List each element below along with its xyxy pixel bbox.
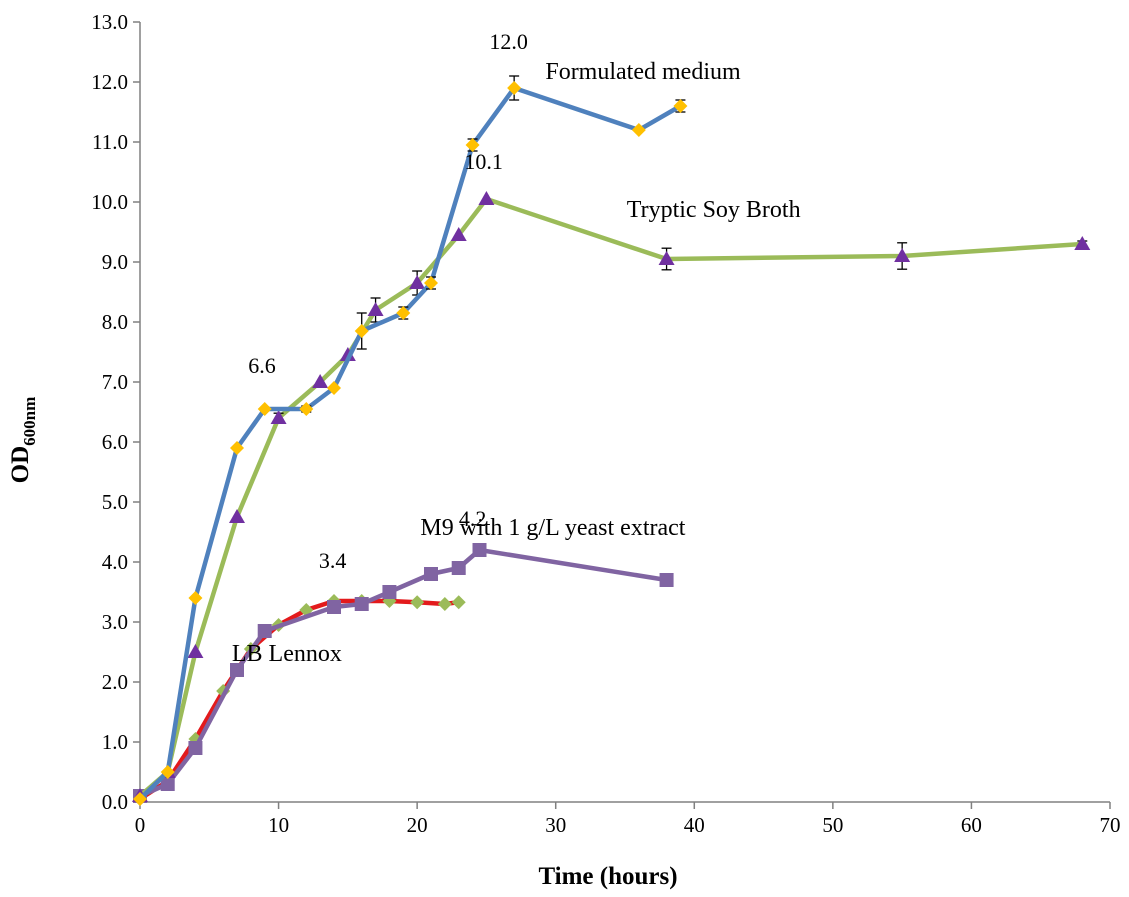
y-tick-label: 11.0 [92, 130, 128, 154]
series-label-m9-with-1-g-l-yeast-extract: M9 with 1 g/L yeast extract [420, 515, 685, 541]
y-tick-label: 6.0 [102, 430, 128, 454]
data-point-formulated-medium [354, 324, 369, 338]
data-point-tryptic-soy-broth [312, 374, 329, 388]
y-axis-title-main: OD [7, 446, 34, 484]
y-tick-label: 2.0 [102, 670, 128, 694]
y-tick-label: 13.0 [91, 10, 128, 34]
series-line-lb-lennox [138, 598, 460, 801]
data-point-tryptic-soy-broth [658, 251, 675, 265]
y-tick-label: 8.0 [102, 310, 128, 334]
data-point-formulated-medium [299, 402, 314, 416]
data-point-m9-with-1-g-l-yeast-extract [257, 624, 272, 638]
data-label-annotation: 12.0 [489, 29, 528, 54]
data-point-m9-with-1-g-l-yeast-extract [230, 663, 244, 677]
x-tick-label: 30 [545, 813, 566, 837]
data-point-tryptic-soy-broth [367, 302, 384, 316]
data-point-formulated-medium [188, 591, 203, 605]
x-tick-label: 50 [822, 813, 843, 837]
x-tick-label: 0 [135, 813, 146, 837]
x-tick-label: 20 [407, 813, 428, 837]
data-point-tryptic-soy-broth [409, 275, 426, 289]
chart-series [132, 75, 1091, 806]
data-label-annotation: 4.2 [459, 506, 487, 531]
data-point-m9-with-1-g-l-yeast-extract [354, 597, 369, 611]
y-tick-label: 5.0 [102, 490, 128, 514]
data-point-tryptic-soy-broth [229, 509, 245, 523]
data-point-tryptic-soy-broth [270, 410, 287, 424]
chart-labels: 12.0 10.1 6.6 4.2 3.4 Formulated medium Trypti… [232, 29, 801, 667]
data-label-annotation: 6.6 [248, 353, 276, 378]
series-line-tryptic-soy-broth [138, 196, 1083, 798]
y-tick-label: 10.0 [91, 190, 128, 214]
data-point-m9-with-1-g-l-yeast-extract [382, 585, 397, 599]
data-point-tryptic-soy-broth [1074, 236, 1091, 250]
series-label-lb-lennox: LB Lennox [232, 641, 342, 667]
data-point-tryptic-soy-broth [187, 644, 204, 658]
data-point-lb-lennox [437, 597, 452, 611]
axis-ticks: 0.0 1.0 2.0 3.0 4.0 5.0 6.0 7.0 8.0 9.0 10.0 11.0 12… [91, 10, 1120, 837]
data-point-tryptic-soy-broth [894, 248, 911, 262]
chart-axes [139, 22, 1110, 803]
data-point-formulated-medium [465, 138, 480, 152]
series-formulated-medium [133, 75, 688, 806]
data-point-lb-lennox [451, 595, 466, 610]
y-tick-label: 4.0 [102, 550, 128, 574]
data-point-formulated-medium [673, 99, 688, 113]
data-point-m9-with-1-g-l-yeast-extract [451, 561, 466, 575]
data-point-tryptic-soy-broth [450, 227, 467, 241]
data-label-annotation: 3.4 [319, 548, 347, 573]
series-label-formulated-medium: Formulated medium [545, 59, 741, 85]
y-axis-title-subscript: 600nm [20, 397, 39, 446]
series-line-formulated-medium [138, 85, 682, 801]
data-point-m9-with-1-g-l-yeast-extract [188, 741, 203, 755]
y-tick-label: 9.0 [102, 250, 128, 274]
data-point-formulated-medium [424, 276, 438, 290]
y-tick-label: 3.0 [102, 610, 128, 634]
x-tick-label: 40 [684, 813, 705, 837]
y-tick-label: 7.0 [102, 370, 128, 394]
y-tick-label: 0.0 [102, 790, 128, 814]
data-point-m9-with-1-g-l-yeast-extract [472, 543, 487, 557]
series-m9-with-1-g-l-yeast-extract [133, 543, 674, 803]
data-point-formulated-medium [133, 792, 147, 806]
data-label-annotation: 10.1 [464, 149, 503, 174]
x-axis-title: Time (hours) [538, 863, 677, 890]
y-tick-label: 12.0 [91, 70, 128, 94]
data-point-tryptic-soy-broth [339, 347, 356, 361]
data-point-formulated-medium [631, 123, 646, 137]
x-tick-label: 60 [961, 813, 982, 837]
x-tick-label: 70 [1100, 813, 1121, 837]
data-point-formulated-medium [396, 306, 411, 320]
x-tick-label: 10 [268, 813, 289, 837]
series-label-tryptic-soy-broth: Tryptic Soy Broth [627, 197, 801, 223]
data-point-tryptic-soy-broth [478, 191, 495, 205]
y-tick-label: 1.0 [102, 730, 128, 754]
data-point-m9-with-1-g-l-yeast-extract [160, 777, 175, 791]
series-line-m9-with-1-g-l-yeast-extract [139, 547, 667, 799]
data-point-m9-with-1-g-l-yeast-extract [659, 573, 674, 587]
data-point-formulated-medium [507, 81, 522, 95]
data-point-lb-lennox [410, 595, 425, 610]
data-point-m9-with-1-g-l-yeast-extract [327, 600, 341, 614]
data-point-formulated-medium [160, 765, 175, 779]
data-point-m9-with-1-g-l-yeast-extract [424, 567, 438, 581]
data-point-formulated-medium [230, 441, 244, 455]
data-point-formulated-medium [327, 381, 341, 395]
data-point-formulated-medium [257, 402, 272, 416]
y-axis-title: OD600nm [7, 397, 39, 484]
series-tryptic-soy-broth [132, 191, 1091, 802]
